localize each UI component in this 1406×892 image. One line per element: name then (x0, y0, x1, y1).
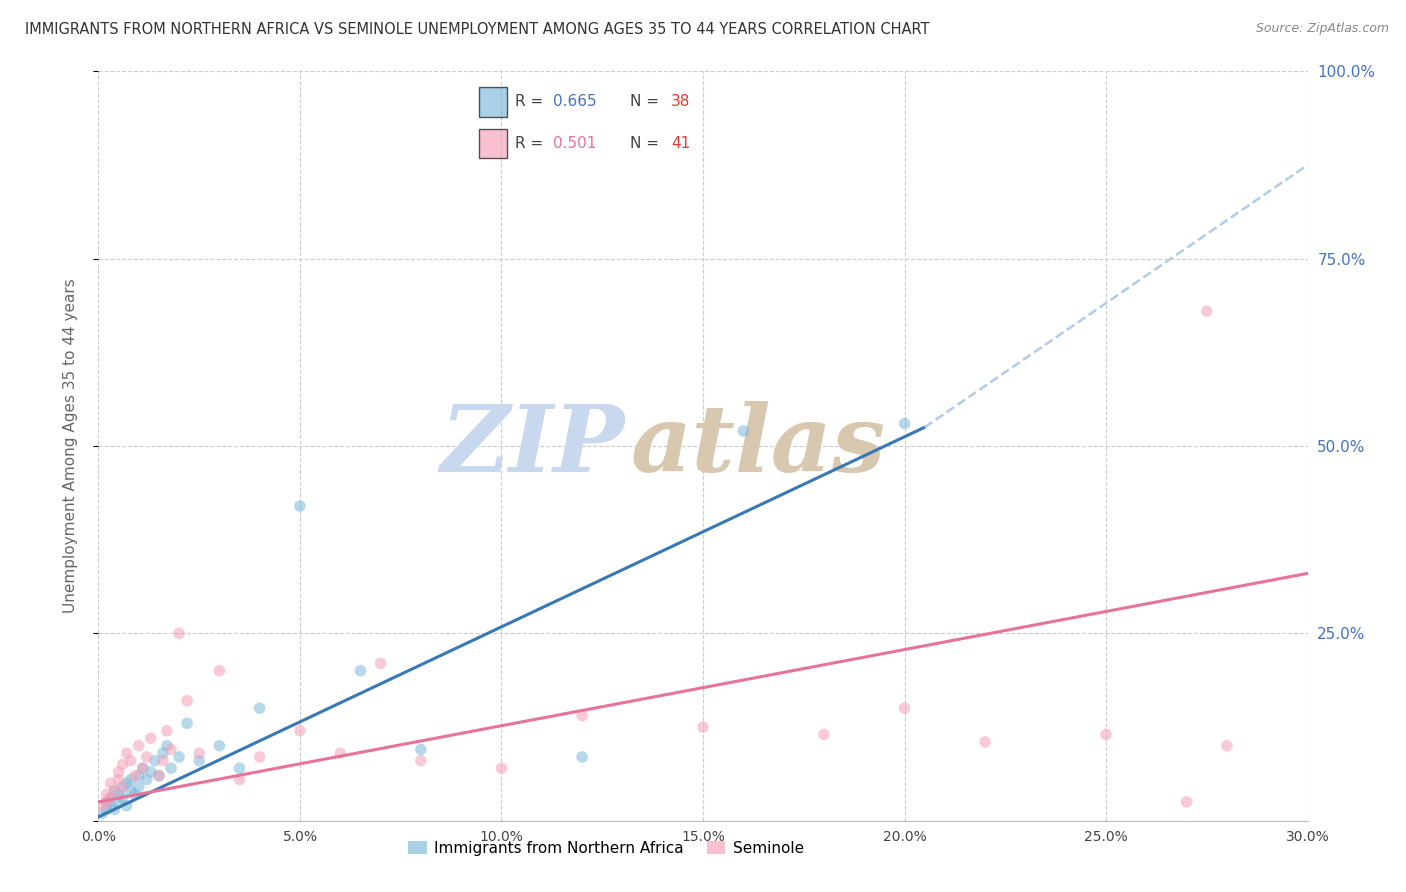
Point (128, 780, 150, 794)
Point (188, 754, 211, 768)
Text: R =: R = (515, 94, 548, 109)
Point (893, 417, 915, 431)
Point (491, 761, 513, 775)
Point (148, 769, 170, 783)
Point (228, 761, 250, 775)
Point (96, 802, 118, 816)
Point (409, 742, 432, 756)
Point (107, 788, 129, 802)
Point (120, 783, 142, 797)
Point (152, 746, 174, 760)
Point (692, 720, 714, 734)
Point (152, 754, 174, 768)
Point (107, 772, 129, 787)
Point (156, 723, 179, 738)
Text: Source: ZipAtlas.com: Source: ZipAtlas.com (1256, 22, 1389, 36)
Point (103, 783, 125, 797)
Point (111, 780, 134, 794)
FancyBboxPatch shape (479, 128, 506, 158)
Point (107, 795, 129, 809)
Point (128, 769, 150, 783)
Point (115, 776, 138, 790)
Point (124, 788, 146, 802)
Point (167, 750, 190, 764)
Point (96, 795, 118, 809)
Point (120, 772, 142, 787)
Text: 38: 38 (671, 94, 690, 109)
Point (1216, 739, 1239, 753)
Point (139, 764, 162, 779)
Point (249, 701, 271, 715)
Point (228, 772, 250, 787)
Point (148, 769, 170, 783)
Point (103, 802, 125, 816)
Text: 41: 41 (671, 136, 690, 152)
Point (208, 664, 231, 678)
Text: 0.501: 0.501 (554, 136, 596, 152)
Point (176, 694, 198, 708)
Point (91, 806, 114, 821)
Point (100, 798, 122, 813)
Point (288, 723, 311, 738)
Point (160, 761, 183, 775)
Point (188, 746, 211, 760)
Legend: Immigrants from Northern Africa, Seminole: Immigrants from Northern Africa, Seminol… (402, 834, 810, 862)
Point (96, 788, 118, 802)
Point (571, 750, 593, 764)
Point (132, 761, 155, 775)
Point (135, 772, 157, 787)
Point (571, 708, 593, 723)
Point (249, 750, 271, 764)
Text: R =: R = (515, 136, 548, 152)
Point (208, 739, 231, 753)
Text: 0.665: 0.665 (554, 94, 598, 109)
Point (96, 795, 118, 809)
Point (370, 657, 392, 671)
Point (132, 761, 155, 775)
Point (176, 716, 198, 731)
Point (120, 754, 142, 768)
Point (91, 798, 114, 813)
Point (733, 424, 755, 438)
Y-axis label: Unemployment Among Ages 35 to 44 years: Unemployment Among Ages 35 to 44 years (63, 278, 77, 614)
Point (1195, 304, 1218, 318)
Point (103, 783, 125, 797)
Point (974, 735, 997, 749)
Point (1175, 795, 1198, 809)
Point (139, 731, 162, 746)
Point (329, 746, 352, 760)
Point (107, 764, 129, 779)
Point (893, 701, 915, 715)
Point (115, 746, 138, 760)
Point (111, 780, 134, 794)
Text: IMMIGRANTS FROM NORTHERN AFRICA VS SEMINOLE UNEMPLOYMENT AMONG AGES 35 TO 44 YEA: IMMIGRANTS FROM NORTHERN AFRICA VS SEMIN… (25, 22, 929, 37)
Point (143, 754, 166, 768)
Text: ZIP: ZIP (440, 401, 624, 491)
Point (128, 739, 150, 753)
Point (135, 750, 157, 764)
Point (100, 791, 122, 805)
Point (813, 727, 835, 741)
Text: atlas: atlas (630, 401, 886, 491)
Point (115, 798, 138, 813)
Point (167, 626, 190, 640)
Point (111, 791, 134, 805)
Point (160, 742, 183, 756)
Text: N =: N = (630, 136, 664, 152)
Text: N =: N = (630, 94, 664, 109)
Point (100, 791, 122, 805)
Point (156, 739, 179, 753)
Point (349, 664, 371, 678)
Point (124, 769, 146, 783)
Point (1095, 727, 1118, 741)
Point (288, 499, 311, 513)
Point (111, 757, 134, 772)
Point (100, 776, 122, 790)
FancyBboxPatch shape (479, 87, 506, 117)
Point (409, 754, 432, 768)
